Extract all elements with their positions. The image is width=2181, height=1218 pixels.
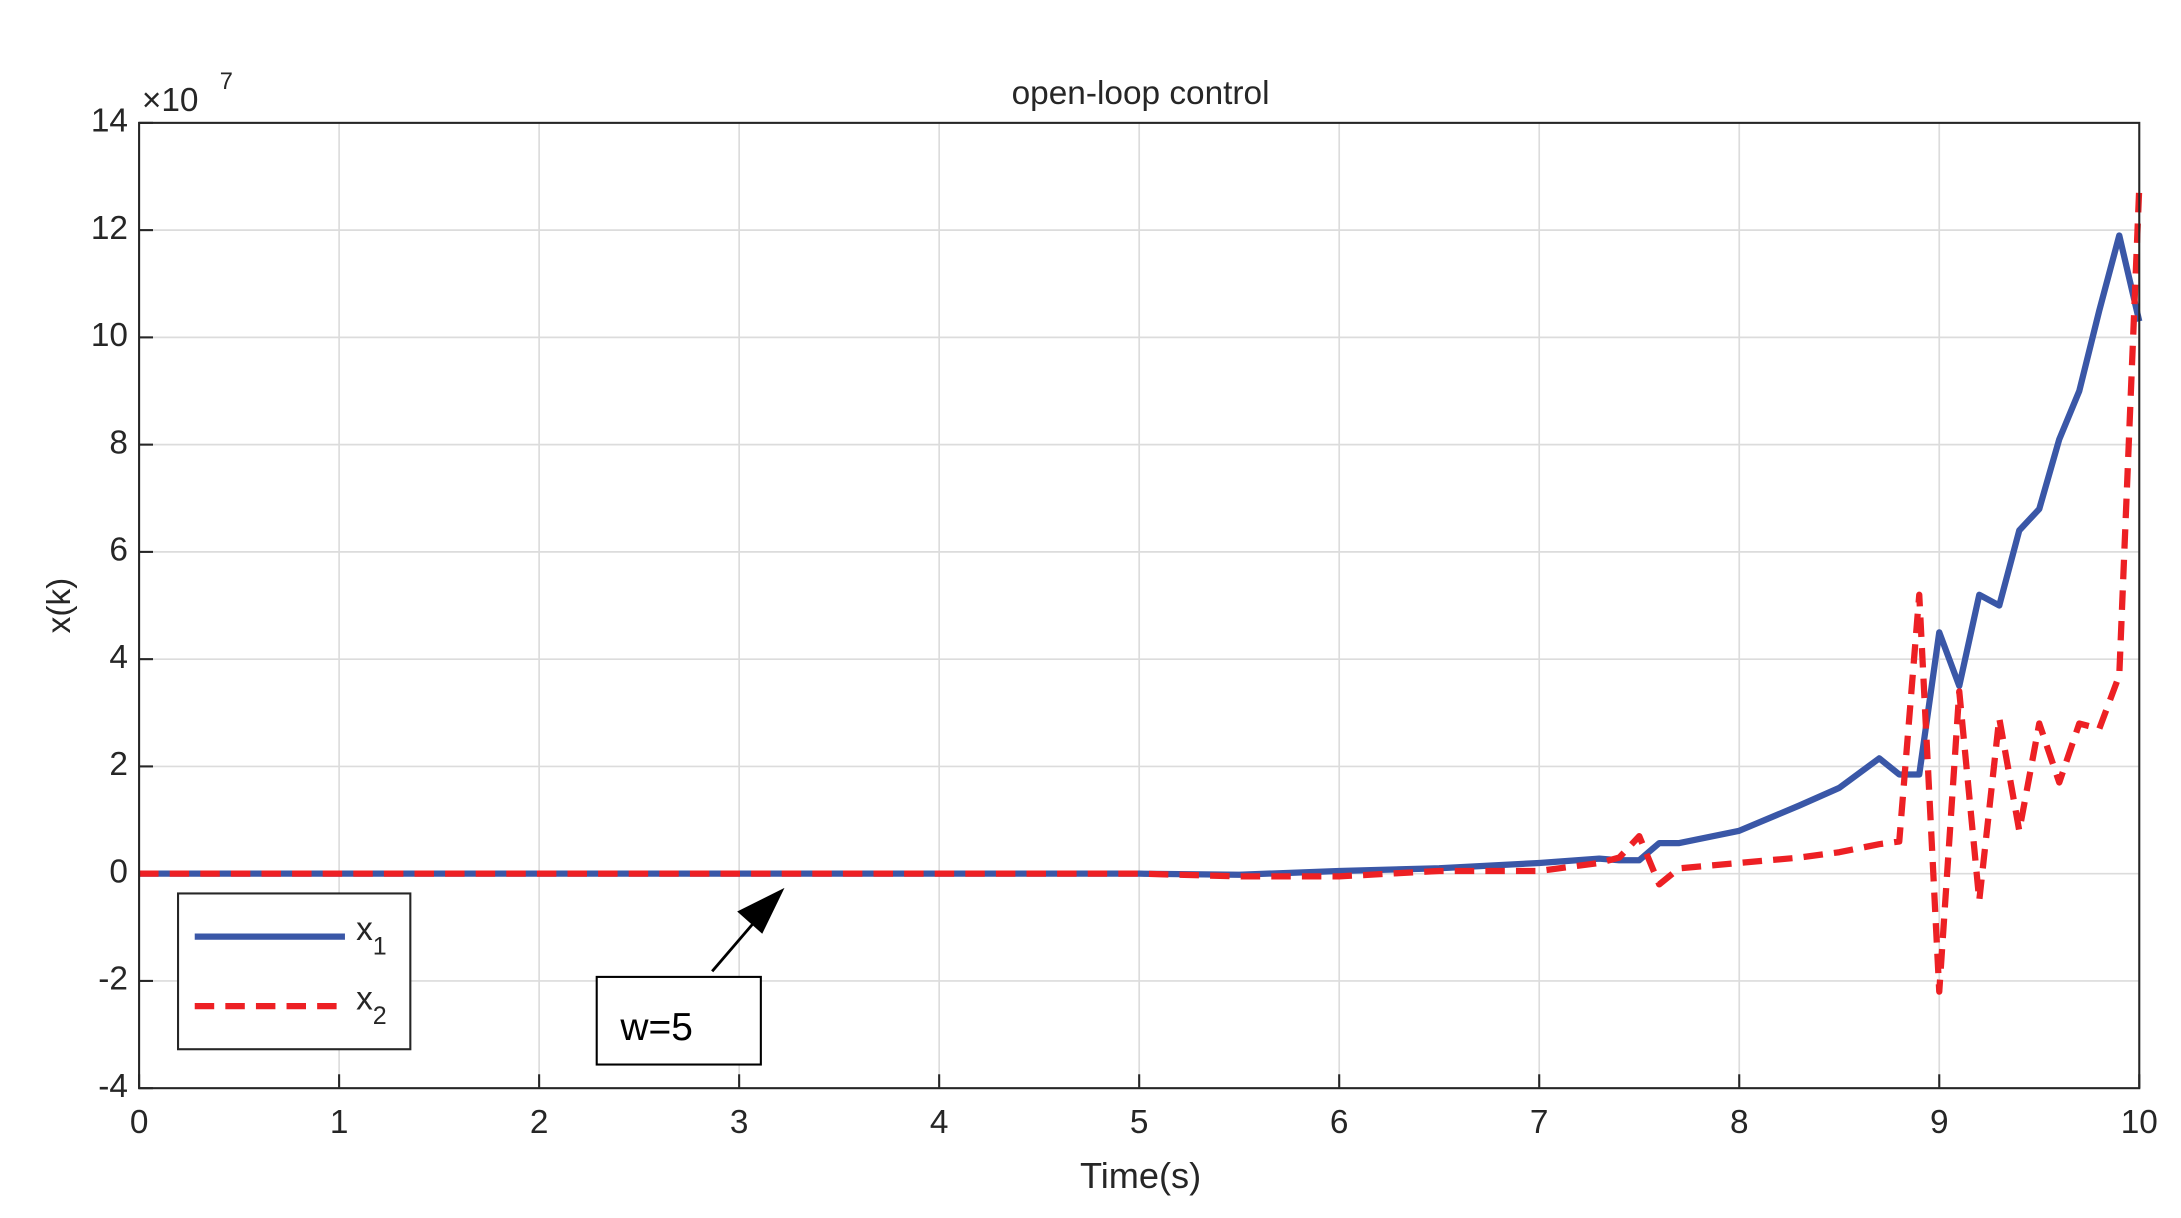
x-tick-label: 10	[2121, 1104, 2158, 1141]
chart-title: open-loop control	[1012, 75, 1270, 112]
x-tick-label: 8	[1730, 1104, 1749, 1141]
y-tick-label: 10	[91, 317, 128, 354]
y-tick-label: 0	[109, 853, 128, 890]
legend-label: x2	[356, 980, 387, 1029]
x-tick-label: 6	[1330, 1104, 1349, 1141]
x-tick-label: 2	[530, 1104, 549, 1141]
y-tick-label: 14	[91, 103, 128, 140]
x-tick-label: 1	[330, 1104, 349, 1141]
legend-box	[176, 892, 412, 1051]
y-tick-label: -4	[98, 1068, 128, 1105]
y-tick-label: 6	[109, 532, 128, 569]
x-axis-label: Time(s)	[1080, 1155, 1201, 1196]
x-tick-label: 9	[1930, 1104, 1949, 1141]
annotation: w=5	[595, 887, 785, 1066]
y-tick-label: 8	[109, 424, 128, 461]
legend-label: x1	[356, 911, 387, 960]
axes-box	[138, 121, 2141, 1090]
x-tick-label: 3	[730, 1104, 749, 1141]
grid	[138, 121, 2141, 1090]
y-axis-label: x(k)	[41, 578, 78, 634]
y-exponent: 7	[220, 69, 233, 95]
x-tick-label: 4	[930, 1104, 949, 1141]
arrow-head	[737, 887, 785, 934]
lines	[139, 187, 2143, 995]
y-tick-label: 2	[109, 746, 128, 783]
y-tick-label: 4	[109, 639, 128, 676]
y-tick-label: -2	[98, 961, 128, 998]
x-tick-label: 7	[1530, 1104, 1549, 1141]
y-tick-label: 12	[91, 210, 128, 247]
x-tick-label: 0	[130, 1104, 149, 1141]
y-exponent-base: ×10	[142, 82, 199, 119]
annotation-box	[595, 975, 762, 1066]
data-line	[139, 187, 2143, 995]
x-tick-label: 5	[1130, 1104, 1149, 1141]
annotation-text: w=5	[619, 1006, 693, 1049]
